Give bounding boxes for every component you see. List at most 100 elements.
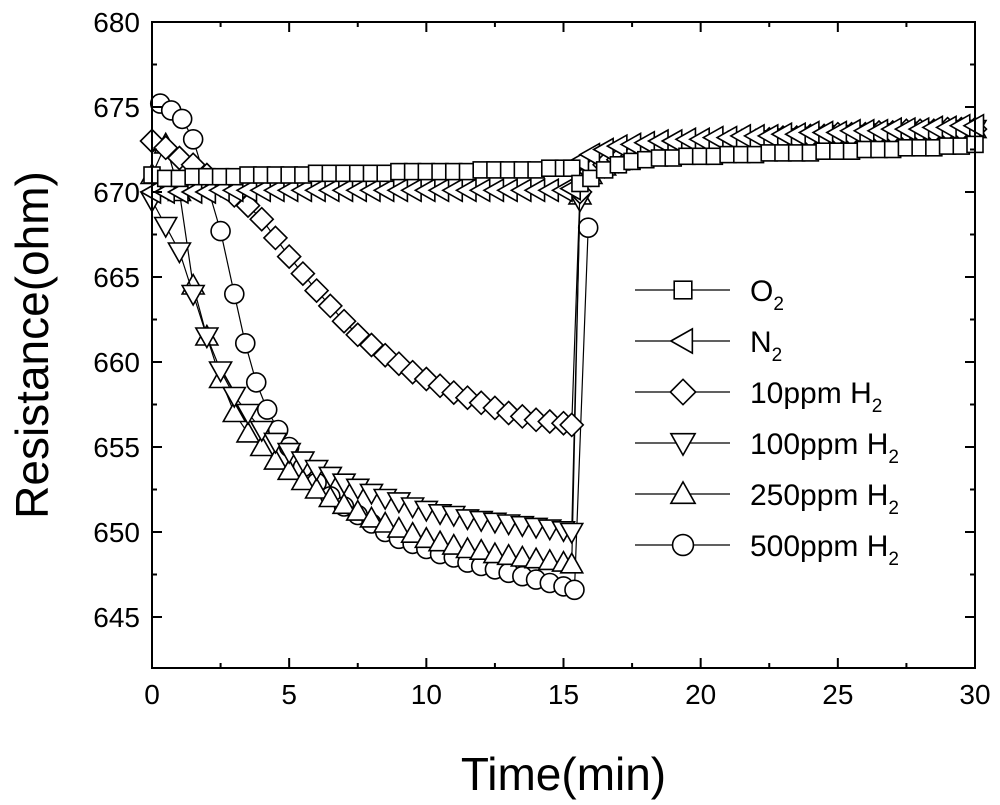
data-point [523, 546, 549, 569]
data-point [235, 420, 261, 443]
data-point [331, 492, 357, 515]
legend-marker-triangle-up [669, 480, 697, 505]
data-point [559, 412, 585, 438]
data-point [224, 283, 245, 305]
y-tick-label: 670 [93, 177, 140, 208]
data-point [496, 400, 522, 426]
y-tick-label: 675 [93, 92, 140, 123]
data-point [304, 476, 329, 499]
legend-marker-circle [671, 533, 695, 557]
data-point [249, 206, 275, 232]
data-point [962, 113, 985, 139]
x-tick-label: 0 [144, 679, 160, 710]
legend-label: 10ppm H2 [750, 377, 882, 417]
data-point [413, 526, 439, 549]
y-tick-label: 660 [93, 347, 140, 378]
data-point [221, 386, 247, 409]
x-tick-label: 10 [411, 679, 442, 710]
x-tick-label: 25 [822, 679, 853, 710]
legend-marker-square [673, 280, 693, 300]
legend-label-subscript: 2 [773, 294, 784, 315]
legend-label: N2 [750, 326, 782, 366]
series-group [139, 93, 988, 601]
series-o2 [143, 135, 984, 193]
data-point [559, 551, 585, 574]
y-axis: 645 650 655 660 665 670 675 680 [93, 7, 975, 633]
legend-item: N2 [635, 326, 782, 366]
data-point [577, 217, 599, 238]
legend-label-main: 10ppm H [750, 377, 872, 410]
data-point [276, 243, 302, 270]
data-point [262, 225, 289, 251]
data-point [455, 536, 480, 559]
legend-marker-triangle-down [669, 432, 697, 457]
data-point [194, 327, 220, 350]
legend-label: 250ppm H2 [750, 479, 899, 519]
data-point [317, 485, 343, 508]
x-tick-label: 30 [959, 679, 990, 710]
data-point [564, 579, 585, 601]
x-tick-label: 5 [281, 679, 297, 710]
data-point [235, 403, 261, 426]
legend-label-subscript: 2 [772, 345, 783, 366]
data-point [427, 529, 453, 552]
data-point [372, 510, 398, 533]
y-tick-label: 680 [93, 7, 140, 38]
legend-marker-triangle-left [669, 327, 694, 355]
y-tick-label: 665 [93, 262, 140, 293]
legend-marker-diamond [669, 378, 697, 406]
data-point [290, 260, 316, 287]
data-point [331, 308, 357, 334]
data-point [441, 532, 467, 555]
data-point [386, 515, 412, 538]
legend-item: 100ppm H2 [635, 428, 899, 468]
x-tick-label: 20 [685, 679, 716, 710]
data-point [249, 420, 275, 443]
data-point [562, 159, 581, 177]
data-point [559, 522, 585, 545]
data-point [167, 242, 192, 265]
data-point [245, 372, 267, 393]
y-tick-label: 645 [93, 602, 140, 633]
data-point [496, 543, 522, 566]
legend-label-main: N [750, 326, 772, 359]
legend-item: 10ppm H2 [635, 377, 882, 417]
legend-label-subscript: 2 [888, 447, 899, 468]
legend-item: 500ppm H2 [635, 530, 899, 570]
data-point [221, 400, 247, 423]
data-point [509, 544, 535, 567]
data-point [263, 447, 288, 470]
legend-item: O2 [635, 275, 784, 315]
legend-label-subscript: 2 [888, 498, 899, 519]
legend-label: O2 [750, 275, 784, 315]
y-tick-label: 650 [93, 517, 140, 548]
series-n2 [139, 113, 985, 205]
legend-label-subscript: 2 [888, 549, 899, 570]
data-point [182, 129, 204, 150]
data-point [468, 538, 494, 561]
data-point [276, 458, 302, 481]
legend-label-main: 100ppm H [750, 428, 888, 461]
legend-item: 250ppm H2 [635, 479, 899, 519]
data-point [208, 361, 233, 384]
data-point [482, 541, 508, 564]
data-point [234, 332, 256, 354]
data-point [303, 277, 330, 304]
data-point [359, 505, 384, 528]
data-point [537, 548, 563, 571]
data-point [180, 284, 206, 307]
legend-label-main: O [750, 275, 773, 308]
x-tick-label: 15 [548, 679, 579, 710]
data-point [210, 220, 231, 242]
x-axis-title: Time(min) [461, 748, 666, 800]
data-point [400, 521, 425, 544]
legend-label-subscript: 2 [872, 396, 883, 417]
y-tick-label: 655 [93, 432, 140, 463]
data-point [256, 399, 278, 420]
data-point [345, 498, 371, 521]
x-axis: 0 5 10 15 20 25 30 [144, 22, 991, 710]
legend-label-main: 250ppm H [750, 479, 888, 512]
legend-label: 100ppm H2 [750, 428, 899, 468]
